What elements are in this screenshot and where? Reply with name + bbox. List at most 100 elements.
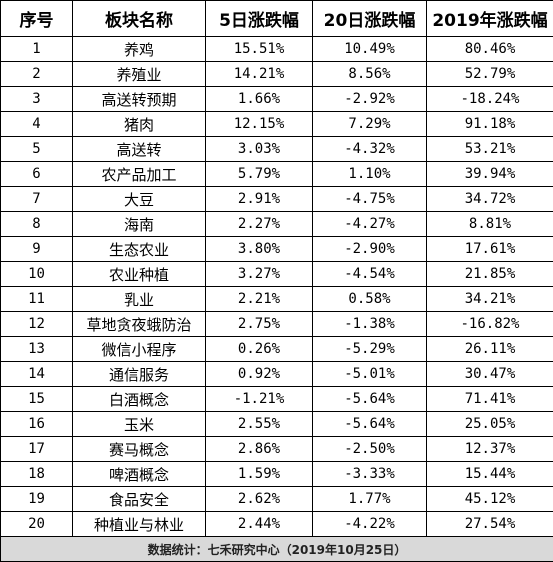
cell-index: 18 [0, 461, 73, 487]
cell-2019-change: 53.21% [426, 136, 553, 162]
cell-sector-name: 种植业与林业 [72, 511, 206, 537]
cell-index: 8 [0, 211, 73, 237]
cell-20day-change: -4.75% [312, 186, 427, 212]
cell-20day-change: -5.64% [312, 386, 427, 412]
table-header: 序号 板块名称 5日涨跌幅 20日涨跌幅 2019年涨跌幅 [0, 0, 553, 37]
cell-sector-name: 海南 [72, 211, 206, 237]
cell-2019-change: 52.79% [426, 61, 553, 87]
header-2019-change: 2019年涨跌幅 [426, 0, 553, 37]
cell-index: 5 [0, 136, 73, 162]
header-row: 序号 板块名称 5日涨跌幅 20日涨跌幅 2019年涨跌幅 [0, 0, 553, 37]
cell-2019-change: 12.37% [426, 436, 553, 462]
cell-5day-change: 1.66% [205, 86, 313, 112]
header-sector-name: 板块名称 [72, 0, 206, 37]
cell-sector-name: 啤酒概念 [72, 461, 206, 487]
cell-index: 10 [0, 261, 73, 287]
cell-20day-change: 1.77% [312, 486, 427, 512]
cell-2019-change: 8.81% [426, 211, 553, 237]
cell-2019-change: 25.05% [426, 411, 553, 437]
cell-sector-name: 养殖业 [72, 61, 206, 87]
cell-5day-change: 15.51% [205, 36, 313, 62]
cell-2019-change: 45.12% [426, 486, 553, 512]
cell-20day-change: -2.90% [312, 236, 427, 262]
cell-sector-name: 高送转 [72, 136, 206, 162]
table-row: 3 高送转预期 1.66% -2.92% -18.24% [0, 86, 553, 112]
cell-2019-change: 17.61% [426, 236, 553, 262]
table-row: 10 农业种植 3.27% -4.54% 21.85% [0, 261, 553, 287]
cell-sector-name: 乳业 [72, 286, 206, 312]
cell-sector-name: 赛马概念 [72, 436, 206, 462]
cell-index: 12 [0, 311, 73, 337]
cell-index: 19 [0, 486, 73, 512]
table-row: 19 食品安全 2.62% 1.77% 45.12% [0, 486, 553, 512]
header-5day-change: 5日涨跌幅 [205, 0, 313, 37]
table-row: 4 猪肉 12.15% 7.29% 91.18% [0, 111, 553, 137]
cell-5day-change: 2.86% [205, 436, 313, 462]
cell-20day-change: 8.56% [312, 61, 427, 87]
table-footer: 数据统计：七禾研究中心（2019年10月25日） [0, 536, 553, 562]
cell-2019-change: 15.44% [426, 461, 553, 487]
cell-20day-change: -5.64% [312, 411, 427, 437]
cell-5day-change: 2.21% [205, 286, 313, 312]
cell-2019-change: 71.41% [426, 386, 553, 412]
cell-5day-change: 0.26% [205, 336, 313, 362]
cell-2019-change: 80.46% [426, 36, 553, 62]
cell-20day-change: -2.50% [312, 436, 427, 462]
cell-sector-name: 白酒概念 [72, 386, 206, 412]
cell-5day-change: 5.79% [205, 161, 313, 187]
cell-20day-change: 7.29% [312, 111, 427, 137]
cell-2019-change: 34.72% [426, 186, 553, 212]
cell-index: 6 [0, 161, 73, 187]
table-row: 7 大豆 2.91% -4.75% 34.72% [0, 186, 553, 212]
cell-sector-name: 大豆 [72, 186, 206, 212]
cell-index: 15 [0, 386, 73, 412]
cell-5day-change: 2.75% [205, 311, 313, 337]
cell-sector-name: 农业种植 [72, 261, 206, 287]
cell-sector-name: 草地贪夜蛾防治 [72, 311, 206, 337]
cell-20day-change: -5.29% [312, 336, 427, 362]
cell-index: 9 [0, 236, 73, 262]
table-body: 1 养鸡 15.51% 10.49% 80.46% 2 养殖业 14.21% 8.56% 52.7… [0, 36, 553, 537]
cell-2019-change: 34.21% [426, 286, 553, 312]
cell-5day-change: 2.62% [205, 486, 313, 512]
cell-index: 14 [0, 361, 73, 387]
table-row: 12 草地贪夜蛾防治 2.75% -1.38% -16.82% [0, 311, 553, 337]
table-row: 8 海南 2.27% -4.27% 8.81% [0, 211, 553, 237]
cell-5day-change: 3.03% [205, 136, 313, 162]
cell-5day-change: 0.92% [205, 361, 313, 387]
cell-sector-name: 生态农业 [72, 236, 206, 262]
cell-sector-name: 食品安全 [72, 486, 206, 512]
data-source-note: 数据统计：七禾研究中心（2019年10月25日） [0, 536, 553, 562]
cell-index: 11 [0, 286, 73, 312]
cell-sector-name: 农产品加工 [72, 161, 206, 187]
table-row: 6 农产品加工 5.79% 1.10% 39.94% [0, 161, 553, 187]
cell-20day-change: -4.22% [312, 511, 427, 537]
cell-2019-change: 91.18% [426, 111, 553, 137]
cell-20day-change: -3.33% [312, 461, 427, 487]
cell-20day-change: 10.49% [312, 36, 427, 62]
cell-5day-change: 14.21% [205, 61, 313, 87]
cell-index: 3 [0, 86, 73, 112]
cell-index: 2 [0, 61, 73, 87]
table-row: 13 微信小程序 0.26% -5.29% 26.11% [0, 336, 553, 362]
cell-sector-name: 通信服务 [72, 361, 206, 387]
table-row: 18 啤酒概念 1.59% -3.33% 15.44% [0, 461, 553, 487]
cell-20day-change: 0.58% [312, 286, 427, 312]
cell-index: 4 [0, 111, 73, 137]
cell-2019-change: 27.54% [426, 511, 553, 537]
cell-20day-change: -5.01% [312, 361, 427, 387]
cell-sector-name: 玉米 [72, 411, 206, 437]
footer-row: 数据统计：七禾研究中心（2019年10月25日） [0, 536, 553, 562]
table-row: 11 乳业 2.21% 0.58% 34.21% [0, 286, 553, 312]
cell-5day-change: 2.55% [205, 411, 313, 437]
table-row: 14 通信服务 0.92% -5.01% 30.47% [0, 361, 553, 387]
cell-2019-change: -18.24% [426, 86, 553, 112]
cell-20day-change: -4.54% [312, 261, 427, 287]
header-20day-change: 20日涨跌幅 [312, 0, 427, 37]
cell-index: 13 [0, 336, 73, 362]
cell-5day-change: 3.80% [205, 236, 313, 262]
cell-20day-change: 1.10% [312, 161, 427, 187]
cell-20day-change: -1.38% [312, 311, 427, 337]
cell-sector-name: 微信小程序 [72, 336, 206, 362]
